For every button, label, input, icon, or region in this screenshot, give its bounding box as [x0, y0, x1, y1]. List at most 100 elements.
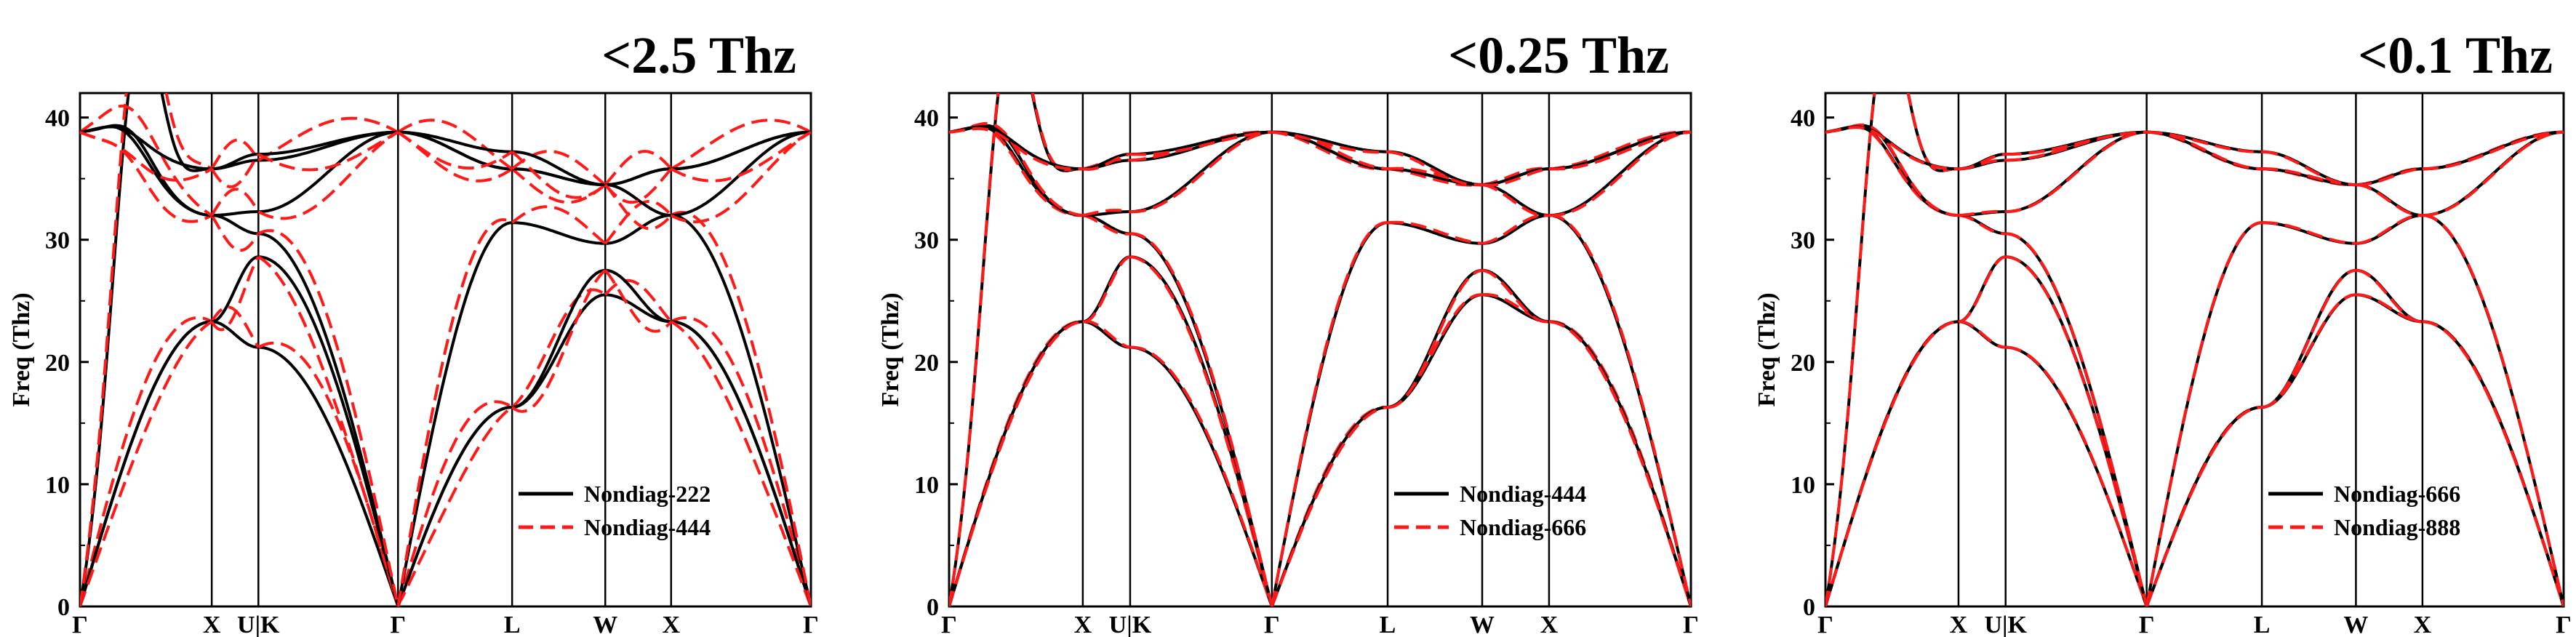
band-test-line: [1481, 167, 1550, 187]
band-test-line: [2145, 406, 2263, 606]
band-ref-line: [671, 214, 811, 606]
band-ref-line: [2005, 345, 2148, 606]
band-ref-line: [258, 130, 399, 156]
band-ref-line: [2005, 255, 2148, 606]
band-ref-line: [1387, 268, 1483, 409]
band-test-line: [2422, 130, 2564, 171]
band-ref-line: [1958, 255, 2006, 324]
band-test-line: [2422, 130, 2564, 217]
band-test-line: [949, 127, 1084, 171]
band-test-line: [1129, 232, 1273, 606]
band-test-line: [396, 400, 513, 606]
band-ref-line: [2262, 268, 2356, 409]
band-ref-line: [2145, 406, 2263, 606]
band-test-line: [2422, 214, 2564, 606]
band-test-line: [2261, 293, 2356, 409]
band-ref-line: [512, 150, 606, 187]
band-test-line: [1271, 130, 1388, 154]
band-test-line: [210, 153, 260, 188]
band-test-line: [257, 131, 399, 220]
band-test-line: [1825, 126, 1959, 171]
x-tick-label: U|K: [1109, 612, 1152, 637]
band-ref-line: [1825, 93, 1959, 606]
plot-frame: [1824, 92, 2565, 608]
band-test-line: [257, 131, 399, 172]
band-test-line: [511, 167, 607, 204]
band-test-line: [511, 269, 607, 413]
band-test-line: [1082, 153, 1131, 171]
band-ref-line: [2145, 406, 2263, 606]
bands: [80, 93, 811, 606]
band-ref-line: [212, 210, 259, 217]
x-tick-label: W: [593, 612, 617, 637]
band-test-line: [396, 218, 513, 606]
band-test-line: [604, 150, 673, 186]
x-tick-label: Γ: [1817, 612, 1833, 637]
band-test-line: [210, 256, 260, 332]
y-tick-label: 0: [927, 594, 939, 621]
y-tick-label: 10: [1791, 472, 1815, 499]
band-test-line: [80, 93, 213, 606]
x-tick-label: U|K: [1984, 612, 2027, 637]
band-test-line: [2356, 183, 2423, 217]
band-test-line: [80, 130, 213, 223]
bands: [1825, 93, 2564, 606]
band-test-line: [2262, 150, 2356, 187]
band-test-line: [511, 150, 607, 186]
band-test-line: [80, 130, 213, 182]
band-ref-line: [605, 268, 671, 324]
band-test-line: [1082, 214, 1131, 236]
y-tick-label: 10: [914, 472, 939, 499]
band-ref-line: [671, 130, 811, 171]
y-axis-label: Freq (Thz): [8, 292, 35, 406]
band-test-line: [2005, 232, 2148, 606]
band-test-line: [397, 131, 513, 183]
band-test-line: [1387, 150, 1483, 187]
x-tick-label: Γ: [941, 612, 957, 637]
band-test-line: [1548, 320, 1691, 606]
band-test-line: [1548, 130, 1691, 171]
y-tick-label: 10: [45, 472, 70, 499]
band-test-line: [2422, 320, 2564, 606]
y-tick-label: 20: [1791, 350, 1815, 377]
band-test-line: [1271, 130, 1388, 171]
x-tick-label: X: [1950, 612, 1968, 637]
x-tick-label: U|K: [237, 612, 280, 637]
band-ref-line: [949, 320, 1084, 606]
band-test-line: [511, 205, 607, 245]
band-test-line: [1548, 320, 1691, 606]
band-ref-line: [2422, 214, 2564, 606]
band-test-line: [2005, 255, 2148, 606]
band-ref-line: [80, 320, 212, 606]
y-axis-label: Freq (Thz): [877, 292, 904, 406]
band-test-line: [2262, 268, 2356, 409]
band-ref-line: [1548, 320, 1691, 606]
panel-title: <0.1 Thz: [2358, 26, 2553, 84]
band-test-line: [2005, 345, 2148, 606]
band-test-line: [397, 119, 513, 170]
band-test-line: [396, 406, 513, 606]
band-test-line: [670, 316, 811, 606]
panel-1: 0 10 20 30 40 Γ X U|K Γ L W X Γ Freq (Thz) <2.5 Thz Non…: [8, 26, 819, 637]
band-test-line: [1082, 320, 1131, 349]
y-tick-label: 20: [45, 350, 70, 377]
x-tick-label: X: [1540, 612, 1559, 637]
band-test-line: [670, 131, 811, 183]
legend-label: Nondiag-666: [1460, 514, 1586, 540]
y-tick-label: 40: [914, 105, 939, 132]
band-ref-line: [949, 320, 1084, 606]
band-test-line: [397, 131, 513, 170]
band-ref-line: [258, 232, 400, 606]
legend-label: Nondiag-444: [1460, 481, 1586, 507]
band-test-line: [2146, 130, 2263, 153]
band-test-line: [604, 269, 673, 333]
x-tick-label: Γ: [2556, 612, 2572, 637]
band-ref-line: [398, 130, 513, 153]
band-test-line: [1270, 405, 1388, 606]
band-test-line: [1481, 183, 1550, 217]
legend-label: Nondiag-444: [584, 514, 711, 540]
bands: [949, 93, 1691, 606]
y-axis-label: Freq (Thz): [1753, 292, 1780, 406]
band-test-line: [949, 127, 1083, 217]
